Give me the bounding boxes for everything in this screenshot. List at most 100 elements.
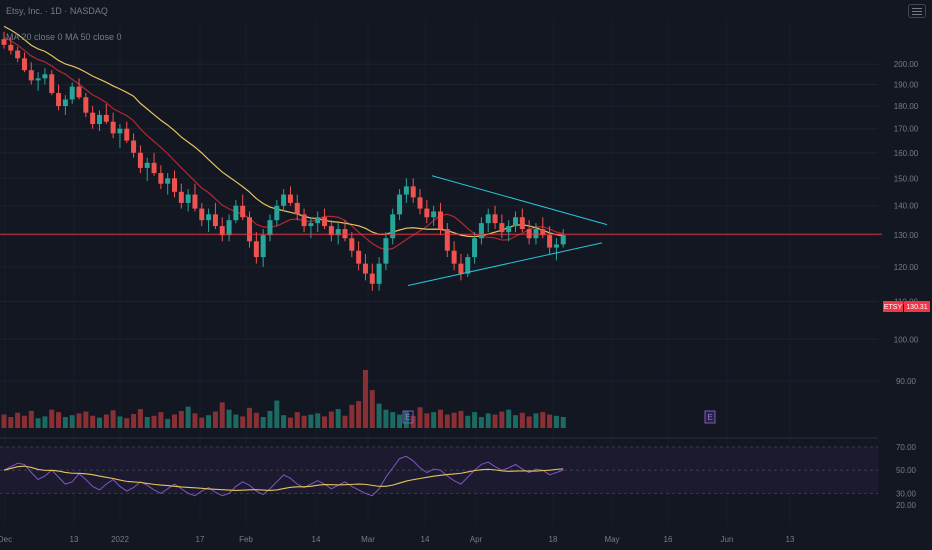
candle-body [178,191,184,203]
candle-body [533,229,539,239]
candle-body [356,250,362,264]
volume-bar [96,417,102,428]
candle-body [83,97,89,113]
volume-bar [506,409,512,428]
candle-body [35,78,41,81]
volume-bar [533,413,539,428]
chart-settings-button[interactable] [908,4,926,18]
volume-bar [369,390,375,428]
volume-bar [253,412,259,428]
candle-body [260,235,266,258]
volume-bar [15,412,21,428]
candle-body [294,202,300,215]
volume-bar [103,414,109,428]
candle-body [281,194,287,206]
volume-bar [308,414,314,428]
price-tick-label: 190.00 [894,81,919,90]
volume-bar [124,418,130,428]
candle-body [76,86,82,98]
candle-body [342,229,348,239]
candle-body [403,186,409,195]
candle-body [110,121,116,134]
volume-bar [356,401,362,428]
volume-bar [117,416,123,428]
volume-bar [178,410,184,428]
candle-body [335,229,341,236]
price-tick-label: 130.00 [894,231,919,240]
price-badge-symbol-bg [883,301,903,312]
candle-body [485,214,491,224]
time-tick-label: 2022 [111,535,129,544]
candles [1,31,566,291]
ma-legend: MA 20 close 0 MA 50 close 0 [6,32,122,42]
candle-body [42,74,48,79]
volume-bar [397,414,403,428]
volume-bar [226,409,232,428]
candle-body [103,114,109,122]
volume-bar [465,415,471,428]
time-tick-label: Jun [721,535,734,544]
candle-body [437,211,443,230]
volume-bar [49,409,55,428]
volume-bar [206,415,212,428]
candle-body [151,162,157,174]
candle-body [458,263,464,274]
volume-bars [1,370,566,428]
volume-bar [322,416,328,428]
volume-bar [219,402,225,428]
rsi-tick-label: 70.00 [896,443,917,452]
candle-body [49,74,55,93]
candle-body [124,128,130,141]
time-tick-label: 14 [312,535,321,544]
time-tick-label: 17 [196,535,205,544]
candle-body [553,244,559,248]
candle-body [513,217,518,227]
candle-body [499,223,505,233]
volume-bar [540,412,546,428]
volume-bar [199,417,205,428]
upper-trendline [431,175,608,226]
candle-body [383,238,389,264]
last-price-badge: ETSY 130.31 [883,301,930,312]
volume-bar [247,407,253,428]
volume-bar [56,412,62,428]
candle-body [540,229,546,236]
time-tick-label: Dec [0,535,12,544]
volume-bar [301,415,307,428]
earnings-event-1[interactable]: E [402,410,414,424]
candle-body [96,114,102,125]
candle-body [451,250,457,264]
volume-bar [144,417,150,428]
candle-body [274,205,280,221]
candle-body [233,205,239,221]
candle-body [315,217,321,224]
time-tick-label: May [604,535,619,544]
rsi-tick-label: 50.00 [896,466,917,475]
menu-line-icon [912,8,922,9]
candle-body [431,211,437,218]
volume-bar [240,416,246,428]
volume-bar [403,410,409,428]
menu-line-icon [912,14,922,15]
candle-body [158,173,164,184]
earnings-event-2[interactable]: E [704,410,716,424]
volume-bar [1,414,7,428]
volume-bar [417,407,423,428]
volume-bar [260,417,266,428]
candle-body [376,263,382,284]
candle-body [28,70,34,81]
time-tick-label: 14 [421,535,430,544]
time-tick-label: Mar [361,535,375,544]
volume-bar [274,400,280,428]
symbol-legend: Etsy, Inc. · 1D · NASDAQ [6,6,108,16]
volume-bar [76,413,82,428]
volume-bar [151,415,157,428]
volume-bar [519,412,525,428]
volume-bar [62,417,68,428]
volume-bar [444,414,450,428]
price-tick-label: 100.00 [894,335,919,344]
candle-body [362,263,368,274]
candle-body [308,223,314,227]
volume-bar [328,411,334,428]
